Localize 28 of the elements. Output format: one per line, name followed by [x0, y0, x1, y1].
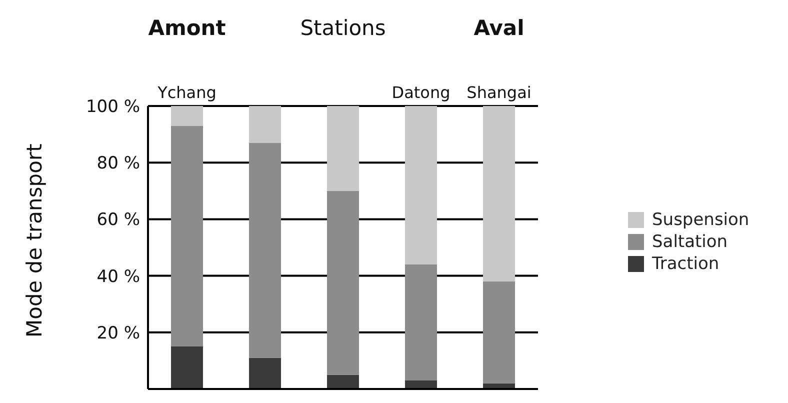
bar — [327, 374, 359, 389]
y-tick-label: 20 % — [96, 323, 140, 344]
x-tick-label: Ychang — [156, 83, 216, 102]
text: Aval — [472, 16, 526, 40]
bar — [483, 106, 515, 282]
x-tick-label: Shangai — [466, 83, 532, 102]
bar — [249, 106, 281, 143]
y-tick-label: 40 % — [96, 266, 140, 287]
bar — [171, 126, 203, 347]
bar — [483, 281, 515, 384]
legend-label: Saltation — [652, 232, 728, 252]
bar — [249, 358, 281, 389]
bar — [171, 346, 203, 389]
bar — [171, 106, 203, 126]
bar — [405, 264, 437, 381]
legend-label: Suspension — [652, 210, 750, 230]
x-tick-label: Datong — [392, 83, 450, 102]
text: Stations — [299, 16, 387, 40]
bar — [405, 106, 437, 264]
y-tick-label: 60 % — [96, 210, 140, 230]
text: Amont — [147, 16, 227, 40]
bar — [327, 190, 359, 375]
y-tick-label: 100 % — [86, 97, 140, 118]
bar — [327, 106, 359, 191]
y-tick-label: 80 % — [96, 154, 140, 174]
legend-label: Traction — [652, 254, 720, 274]
y-axis-title: Mode de transport — [22, 144, 46, 338]
bar — [249, 142, 281, 358]
